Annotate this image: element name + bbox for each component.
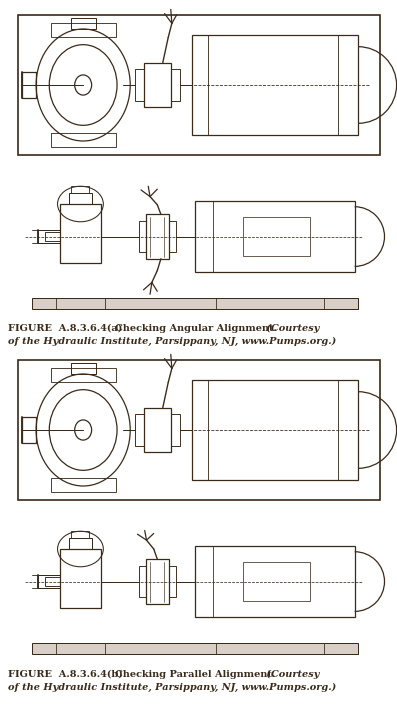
Bar [33,643,358,654]
Bar [146,559,169,603]
Bar [38,230,60,243]
Bar [71,186,89,193]
Bar [50,23,116,37]
Bar [144,408,171,452]
Bar [192,379,358,481]
Text: of the Hydraulic Institute, Parsippany, NJ, www.Pumps.org.): of the Hydraulic Institute, Parsippany, … [8,683,336,692]
Bar [18,360,380,500]
Bar [144,63,171,108]
Bar [71,18,96,29]
Bar [195,201,355,272]
Bar [139,566,146,597]
Bar [69,539,92,549]
Text: Checking Angular Alignment.: Checking Angular Alignment. [105,324,277,333]
Bar [38,575,60,588]
Bar [216,298,324,309]
Text: (Courtesy: (Courtesy [263,324,319,333]
Bar [69,193,92,204]
Text: FIGURE  A.8.3.6.4(a): FIGURE A.8.3.6.4(a) [8,324,122,333]
Bar [135,69,144,101]
Bar [56,643,105,654]
Bar [171,414,180,446]
Text: Checking Parallel Alignment.: Checking Parallel Alignment. [105,670,275,679]
Bar [135,414,144,446]
Bar [216,643,324,654]
Bar [243,217,310,256]
Bar [71,364,96,374]
Bar [60,549,101,608]
Bar [18,15,380,155]
Text: FIGURE  A.8.3.6.4(b): FIGURE A.8.3.6.4(b) [8,670,123,679]
Bar [21,417,36,443]
Bar [45,577,60,586]
Bar [21,73,36,97]
Bar [139,222,146,252]
Bar [56,298,105,309]
Bar [169,222,175,252]
Bar [169,566,175,597]
Text: (Courtesy: (Courtesy [263,670,319,679]
Bar [195,546,355,617]
Bar [71,531,89,539]
Bar [243,562,310,601]
Bar [50,369,116,382]
Bar [146,214,169,259]
Bar [50,132,116,147]
Bar [50,478,116,491]
Bar [60,204,101,263]
Bar [33,298,358,309]
Bar [192,35,358,135]
Text: of the Hydraulic Institute, Parsippany, NJ, www.Pumps.org.): of the Hydraulic Institute, Parsippany, … [8,337,336,346]
Bar [171,69,180,101]
Bar [45,232,60,241]
